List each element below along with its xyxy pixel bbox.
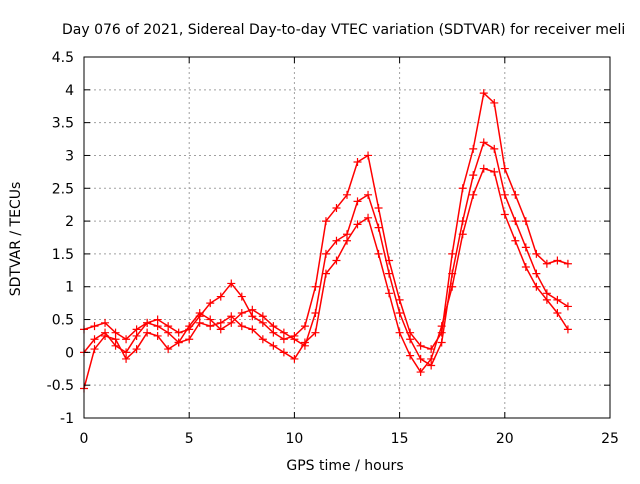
data-points-layer (80, 89, 572, 393)
series-line (83, 167, 569, 389)
y-tick-label: 1 (65, 280, 74, 296)
series-track-b (80, 138, 572, 370)
series-line (83, 91, 569, 350)
x-tick-label: 20 (496, 431, 514, 447)
x-tick-label: 25 (601, 431, 619, 447)
y-tick-label: 0 (65, 345, 74, 361)
y-tick-label: 1.5 (52, 247, 74, 263)
x-tick-label: 10 (285, 431, 303, 447)
series-track-c (80, 164, 572, 393)
y-axis-label: SDTVAR / TECUs (8, 182, 24, 297)
x-tick-label: 5 (185, 431, 194, 447)
y-tick-label: -1 (60, 411, 74, 427)
y-tick-label: 2.5 (52, 181, 74, 197)
y-tick-label: 2 (65, 214, 74, 230)
series-track-a (80, 89, 572, 354)
y-tick-label: 3.5 (52, 116, 74, 132)
y-tick-label: -0.5 (47, 378, 74, 394)
plot-frame (83, 56, 611, 419)
chart-title: Day 076 of 2021, Sidereal Day-to-day VTE… (62, 22, 625, 38)
series-line (83, 141, 569, 367)
data-point (563, 259, 572, 268)
y-tick-label: 3 (65, 148, 74, 164)
x-axis-label: GPS time / hours (286, 458, 403, 474)
x-tick-label: 15 (391, 431, 409, 447)
x-tick-label: 0 (80, 431, 89, 447)
data-point (563, 325, 572, 334)
y-tick-label: 4.5 (52, 50, 74, 66)
y-tick-label: 4 (65, 83, 74, 99)
y-tick-label: 0.5 (52, 313, 74, 329)
ticks-layer: 0 5 10 15 20 25 -1 -0.5 0 0.5 1 1.5 2 2.5 3 3.5 4 4.5 (47, 50, 619, 447)
